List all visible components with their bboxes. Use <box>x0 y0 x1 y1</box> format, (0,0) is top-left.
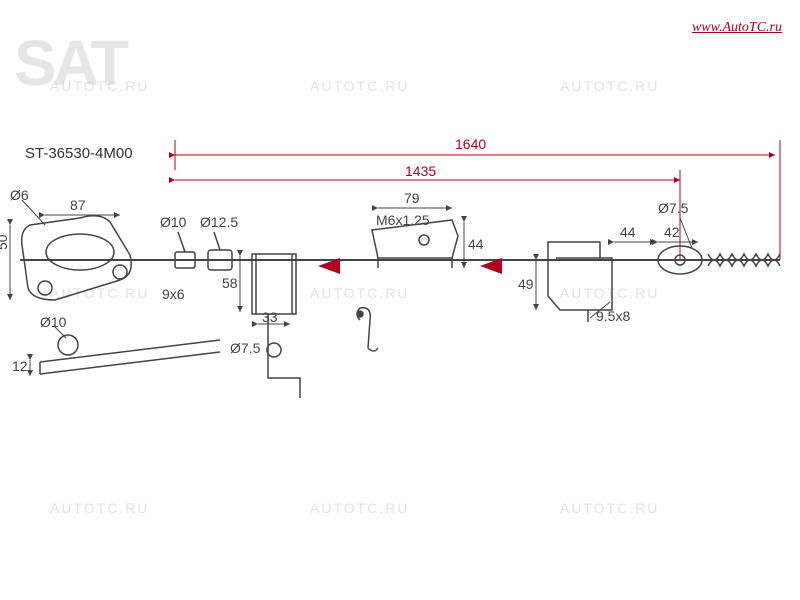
dim-50: 50 <box>0 234 10 250</box>
dim-58: 58 <box>222 275 238 291</box>
dim-33: 33 <box>262 309 278 325</box>
dim-d75b: Ø7.5 <box>658 200 688 216</box>
dim-9x6: 9x6 <box>162 286 185 302</box>
technical-drawing <box>0 0 800 600</box>
dim-95x8: 9.5x8 <box>596 308 630 324</box>
dim-d6: Ø6 <box>10 187 29 203</box>
dim-42: 42 <box>664 224 680 240</box>
dim-44a: 44 <box>468 236 484 252</box>
dim-overall: 1640 <box>455 136 486 152</box>
dim-second: 1435 <box>405 163 436 179</box>
dim-87: 87 <box>70 197 86 213</box>
dim-d125: Ø12.5 <box>200 214 238 230</box>
dim-79: 79 <box>404 190 420 206</box>
dim-d10a: Ø10 <box>160 214 186 230</box>
dim-49: 49 <box>518 276 534 292</box>
dim-thread: M6x1.25 <box>376 212 430 228</box>
dim-d10b: Ø10 <box>40 314 66 330</box>
dim-12: 12 <box>12 358 28 374</box>
dim-44b: 44 <box>620 224 636 240</box>
dim-d75a: Ø7.5 <box>230 340 260 356</box>
